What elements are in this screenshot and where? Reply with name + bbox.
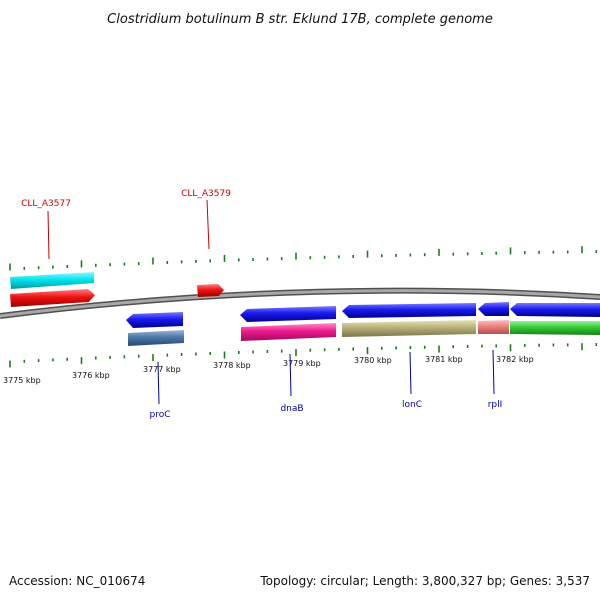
gene-blue-near-dnab[interactable] bbox=[240, 306, 336, 322]
gene-blue-right-upper[interactable] bbox=[510, 303, 600, 317]
genome-title: Clostridium botulinum B str. Eklund 17B,… bbox=[107, 12, 493, 27]
gene-rpli[interactable] bbox=[478, 320, 509, 334]
tick-label-3781: 3781 kbp bbox=[425, 355, 463, 364]
leader-cll-a3579 bbox=[206, 199, 210, 250]
tick-label-3782: 3782 kbp bbox=[496, 355, 534, 364]
gene-blue-lonc-upper[interactable] bbox=[342, 303, 476, 318]
tick-label-3777: 3777 kbp bbox=[143, 365, 181, 374]
topology-text: Topology: circular; Length: 3,800,327 bp… bbox=[260, 574, 590, 588]
gene-proc[interactable] bbox=[128, 330, 184, 346]
accession-text: Accession: NC_010674 bbox=[9, 574, 146, 588]
leader-cll-a3577 bbox=[47, 210, 50, 260]
gene-cyan-feature[interactable] bbox=[10, 272, 94, 289]
gene-label-proc[interactable]: proC bbox=[149, 410, 170, 420]
upper-tick-row bbox=[9, 246, 598, 271]
tick-label-3775: 3775 kbp bbox=[3, 376, 41, 385]
leader-proc bbox=[157, 361, 160, 405]
gene-cll-a3577[interactable] bbox=[10, 289, 95, 307]
gene-cll-a3579[interactable] bbox=[197, 284, 224, 297]
tick-label-3776: 3776 kbp bbox=[72, 371, 110, 380]
lower-tick-row bbox=[9, 343, 598, 368]
gene-green-right[interactable] bbox=[510, 321, 600, 335]
gene-label-cll-a3577[interactable]: CLL_A3577 bbox=[21, 199, 71, 209]
gene-label-dnab[interactable]: dnaB bbox=[280, 404, 303, 414]
tick-label-3780: 3780 kbp bbox=[354, 356, 392, 365]
gene-label-lonc[interactable]: lonC bbox=[402, 400, 422, 410]
genome-backbone bbox=[0, 289, 600, 318]
tick-label-3779: 3779 kbp bbox=[283, 359, 321, 368]
leader-lonc bbox=[409, 351, 412, 395]
gene-blue-rpli-upper[interactable] bbox=[478, 302, 509, 316]
gene-lonc[interactable] bbox=[342, 320, 476, 337]
tick-label-3778: 3778 kbp bbox=[213, 361, 251, 370]
gene-label-rpli[interactable]: rplI bbox=[488, 400, 503, 410]
leader-rpli bbox=[492, 349, 495, 395]
gene-dnab[interactable] bbox=[241, 323, 336, 341]
gene-blue-near-proc[interactable] bbox=[126, 312, 183, 328]
gene-label-cll-a3579[interactable]: CLL_A3579 bbox=[181, 189, 231, 199]
leader-dnab bbox=[289, 353, 292, 397]
